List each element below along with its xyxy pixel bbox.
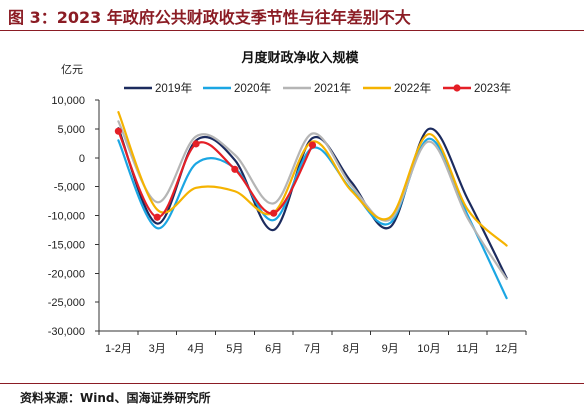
x-tick-label: 11月 [457, 343, 479, 355]
legend-item-2023: 2023年 [443, 81, 511, 95]
axes: 10,000 5,000 0 -5,000 -10,000 -15,000 -20,000 -… [48, 95, 527, 355]
legend-label-2022: 2022年 [394, 81, 431, 95]
series-line-2023 [117, 130, 314, 219]
legend-item-2019: 2019年 [124, 81, 192, 95]
x-tick-label: 8月 [343, 343, 360, 355]
legend-item-2021: 2021年 [283, 81, 351, 95]
x-tick-label: 7月 [304, 343, 321, 355]
data-point-2023-3 [231, 165, 239, 173]
data-point-2023-0 [114, 127, 123, 135]
legend-label-2023: 2023年 [474, 81, 511, 95]
y-tick-label: -30,000 [48, 326, 85, 338]
header-divider [0, 30, 584, 31]
series-group [114, 111, 508, 300]
x-tick-label: 6月 [265, 343, 282, 355]
legend-label-2020: 2020年 [234, 81, 271, 95]
footer-divider [0, 383, 584, 384]
x-tick-label: 4月 [187, 343, 204, 355]
source-note: 资料来源：Wind、国海证券研究所 [20, 391, 211, 405]
y-tick-label: -10,000 [48, 211, 85, 223]
series-line-2022 [117, 111, 508, 247]
legend-label-2021: 2021年 [314, 81, 351, 95]
legend-item-2022: 2022年 [363, 81, 431, 95]
data-point-2023-5 [308, 141, 317, 149]
x-tick-label: 9月 [382, 343, 399, 355]
legend: 2019年 2020年 2021年 2022年 2023年 [124, 81, 511, 95]
x-tick-label: 12月 [495, 343, 518, 355]
x-tick-label: 1-2月 [105, 343, 132, 355]
series-line-2021 [117, 120, 508, 281]
data-point-2023-1 [153, 213, 161, 221]
x-tick-label: 5月 [226, 343, 243, 355]
data-point-2023-4 [270, 209, 278, 217]
x-tick-label: 3月 [149, 343, 166, 355]
legend-item-2020: 2020年 [203, 81, 271, 95]
data-point-2023-2 [192, 140, 200, 148]
x-tick-label: 10月 [417, 343, 440, 355]
figure-title: 图 3：2023 年政府公共财政收支季节性与往年差别不大 [8, 8, 411, 27]
y-tick-label: 10,000 [51, 95, 85, 107]
y-tick-label: -5,000 [54, 182, 85, 194]
y-tick-label: -25,000 [48, 297, 85, 309]
y-tick-label: -15,000 [48, 239, 85, 251]
y-axis-unit-label: 亿元 [61, 63, 83, 76]
chart-title: 月度财政净收入规模 [240, 50, 359, 66]
legend-label-2019: 2019年 [155, 81, 192, 95]
y-tick-label: -20,000 [48, 268, 85, 280]
legend-marker-2023 [453, 84, 461, 92]
y-tick-label: 5,000 [57, 124, 85, 136]
y-tick-label: 0 [79, 153, 85, 165]
